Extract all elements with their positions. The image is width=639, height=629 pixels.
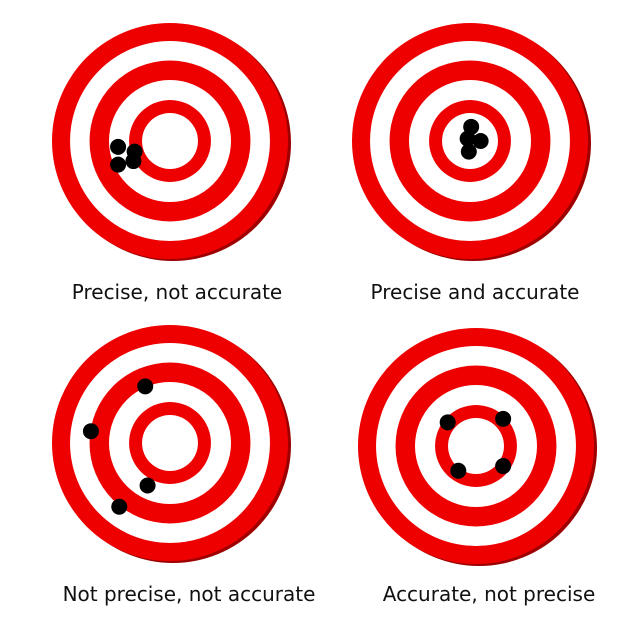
shot-mark <box>110 138 127 155</box>
caption-precise-and-accurate: Precise and accurate <box>370 280 580 304</box>
shot-mark <box>137 378 154 395</box>
shot-mark <box>495 410 512 427</box>
target-bullseye <box>448 418 504 474</box>
shot-mark <box>111 498 128 515</box>
shot-mark <box>460 143 477 160</box>
target-precise-not-accurate <box>52 23 291 261</box>
shot-mark <box>439 414 456 431</box>
shot-mark <box>82 423 99 440</box>
shot-mark <box>125 153 142 170</box>
shot-mark <box>472 133 489 149</box>
shot-mark <box>450 462 467 479</box>
shot-mark <box>459 130 476 147</box>
target-precise-and-accurate <box>352 23 591 261</box>
caption-not-precise-not-accurate: Not precise, not accurate <box>62 582 316 606</box>
target-bullseye <box>142 113 198 169</box>
shot-mark <box>495 458 512 475</box>
target-bullseye <box>142 415 198 471</box>
caption-accurate-not-precise: Accurate, not precise <box>382 582 596 606</box>
target-not-precise-not-accurate <box>52 325 291 563</box>
shot-mark <box>139 477 156 494</box>
target-accurate-not-precise <box>358 328 597 566</box>
shot-mark <box>110 156 127 173</box>
caption-precise-not-accurate: Precise, not accurate <box>71 280 283 304</box>
